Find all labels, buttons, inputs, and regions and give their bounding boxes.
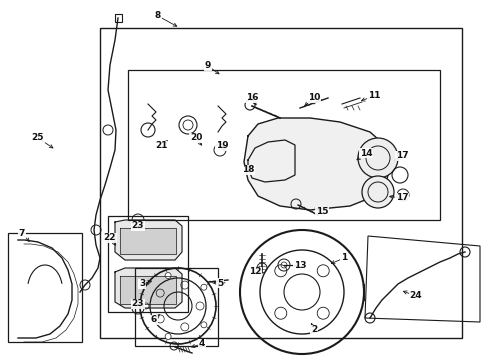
Text: 10: 10 xyxy=(307,94,320,103)
Bar xyxy=(8,233,82,342)
Text: 22: 22 xyxy=(103,234,116,243)
Text: 25: 25 xyxy=(32,134,44,143)
Bar xyxy=(128,70,439,220)
Polygon shape xyxy=(115,268,182,308)
Text: 24: 24 xyxy=(409,292,422,301)
Polygon shape xyxy=(115,220,182,260)
Text: 14: 14 xyxy=(359,148,371,158)
Text: 15: 15 xyxy=(315,207,327,216)
Text: 6: 6 xyxy=(151,315,157,324)
Text: 19: 19 xyxy=(215,141,228,150)
Circle shape xyxy=(142,303,149,309)
Circle shape xyxy=(165,333,171,339)
Text: 18: 18 xyxy=(241,166,254,175)
Text: 11: 11 xyxy=(367,91,380,100)
Text: 17: 17 xyxy=(395,152,407,161)
Text: 3: 3 xyxy=(139,279,145,288)
Text: 12: 12 xyxy=(248,267,261,276)
Circle shape xyxy=(357,138,397,178)
Bar xyxy=(115,14,122,22)
Text: 7: 7 xyxy=(19,230,25,238)
Text: 9: 9 xyxy=(204,62,211,71)
Text: 21: 21 xyxy=(156,141,168,150)
Text: 5: 5 xyxy=(217,279,223,288)
Polygon shape xyxy=(120,276,176,304)
Text: 23: 23 xyxy=(131,221,144,230)
Text: 20: 20 xyxy=(189,134,202,143)
Text: 2: 2 xyxy=(310,325,317,334)
Circle shape xyxy=(201,284,206,290)
Text: 13: 13 xyxy=(293,261,305,270)
Polygon shape xyxy=(244,118,389,210)
Text: 16: 16 xyxy=(245,94,258,103)
Text: 17: 17 xyxy=(395,194,407,202)
Text: 1: 1 xyxy=(340,253,346,262)
Polygon shape xyxy=(120,228,176,254)
Text: 23: 23 xyxy=(131,300,144,309)
Circle shape xyxy=(165,273,171,279)
Bar xyxy=(100,28,461,338)
Circle shape xyxy=(201,322,206,328)
Text: 8: 8 xyxy=(155,12,161,21)
Bar xyxy=(108,216,187,312)
Circle shape xyxy=(361,176,393,208)
Bar xyxy=(135,268,218,346)
Text: 4: 4 xyxy=(199,339,205,348)
